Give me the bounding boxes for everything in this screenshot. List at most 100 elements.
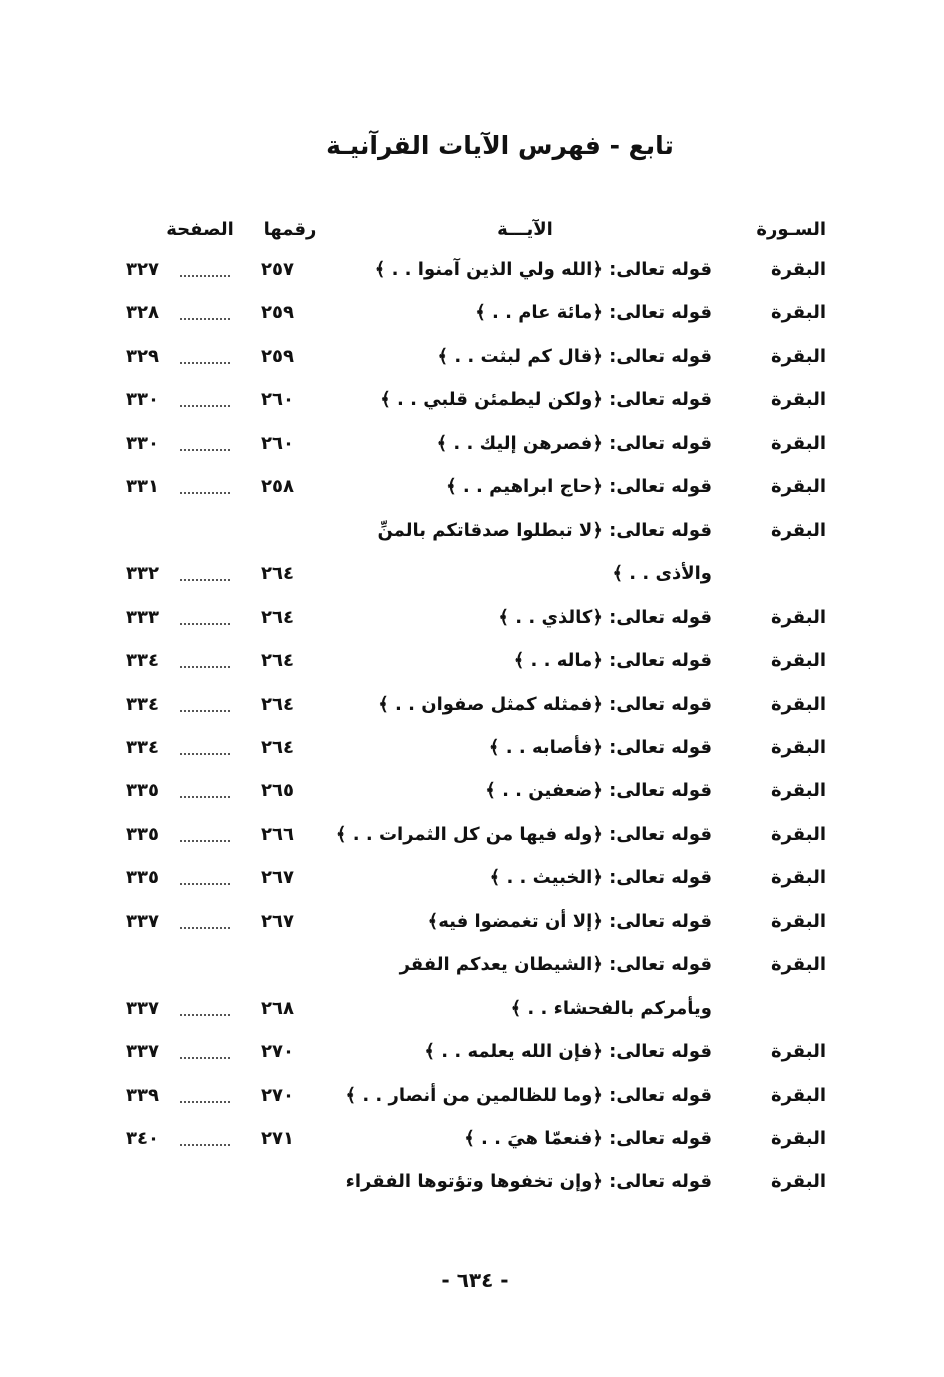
surah: البقرة (770, 345, 826, 367)
page-ref: ٣٣٤ (126, 650, 159, 672)
dot-leader (180, 709, 230, 712)
verse: ويأمركم بالفحشاء . . ﴾ (510, 997, 712, 1019)
verse: قوله تعالى: ﴿إلا أن تغمضوا فيه﴾ (427, 910, 712, 932)
page-ref: ٣٣٤ (126, 736, 159, 758)
page-ref: ٣٣٩ (126, 1084, 159, 1106)
surah: البقرة (770, 389, 826, 411)
surah: البقرة (770, 650, 826, 672)
surah: البقرة (770, 432, 826, 454)
page-number: - ٦٣٤ - (441, 1268, 509, 1292)
verse-number: ٢٥٩ (261, 345, 294, 367)
surah: البقرة (770, 693, 826, 715)
verse: قوله تعالى: ﴿فإن الله يعلمه . . ﴾ (424, 1041, 712, 1063)
verse: قوله تعالى: ﴿فمثله كمثل صفوان . . ﴾ (378, 693, 712, 715)
page-ref: ٣٣٢ (126, 563, 159, 585)
dot-leader (180, 622, 230, 625)
dot-leader (180, 926, 230, 929)
surah: البقرة (770, 606, 826, 628)
verse-number: ٢٥٨ (261, 476, 294, 498)
verse-number: ٢٦٤ (261, 563, 294, 585)
verse: قوله تعالى: ﴿الله ولي الذين آمنوا . . ﴾ (374, 259, 712, 280)
surah: البقرة (770, 867, 826, 889)
page-ref: ٣٣٧ (126, 1041, 159, 1063)
verse: قوله تعالى: ﴿فصرهن إليك . . ﴾ (436, 432, 712, 454)
verse-number: ٢٦٤ (261, 736, 294, 758)
verse-number: ٢٧٠ (261, 1084, 294, 1106)
verse: قوله تعالى: ﴿فأصابه . . ﴾ (488, 736, 712, 758)
surah: البقرة (770, 259, 826, 280)
verse-number: ٢٦٨ (261, 997, 294, 1019)
dot-leader (180, 666, 230, 669)
surah: البقرة (770, 1084, 826, 1106)
verse-number: ٢٦٧ (261, 867, 294, 889)
verse: قوله تعالى: ﴿فنعمّا هيَ . . ﴾ (464, 1128, 712, 1149)
surah: البقرة (770, 910, 826, 932)
dot-leader (180, 405, 230, 408)
verse: قوله تعالى: ﴿ولكن ليطمئن قلبي . . ﴾ (380, 389, 712, 411)
verse-number: ٢٥٩ (261, 302, 294, 324)
verse-number: ٢٦٥ (261, 780, 294, 802)
verse: قوله تعالى: ﴿ضعفين . . ﴾ (485, 780, 712, 802)
surah: البقرة (770, 1041, 826, 1063)
dot-leader (180, 275, 230, 277)
dot-leader (180, 839, 230, 842)
surah: البقرة (770, 302, 826, 324)
surah: البقرة (770, 736, 826, 758)
verse: قوله تعالى: ﴿كالذي . . ﴾ (498, 606, 712, 628)
verse-number: ٢٧١ (261, 1128, 294, 1149)
verse: قوله تعالى: ﴿لا تبطلوا صدقاتكم بالمنِّ (377, 519, 712, 541)
column-header: السـورة (756, 219, 826, 240)
page-ref: ٣٢٧ (126, 259, 159, 280)
dot-leader (180, 361, 230, 364)
verse-number: ٢٦٦ (261, 823, 294, 845)
verse: قوله تعالى: ﴿قال كم لبثت . . ﴾ (437, 345, 712, 367)
surah: البقرة (770, 1128, 826, 1149)
verse: قوله تعالى: ﴿مائة عام . . ﴾ (475, 302, 712, 324)
verse: قوله تعالى: ﴿وما للظالمين من أنصار . . ﴾ (345, 1084, 713, 1106)
page-ref: ٣٣٤ (126, 693, 159, 715)
page-ref: ٣٢٨ (126, 302, 159, 324)
page-ref: ٣٤٠ (126, 1128, 159, 1149)
page-ref: ٣٣٠ (126, 432, 159, 454)
dot-leader (180, 1100, 230, 1103)
dot-leader (180, 752, 230, 755)
verse: قوله تعالى: ﴿حاج ابراهيم . . ﴾ (446, 476, 712, 498)
dot-leader (180, 883, 230, 886)
verse: قوله تعالى: ﴿وله فيها من كل الثمرات . . … (335, 823, 712, 845)
dot-leader (180, 448, 230, 451)
page-ref: ٣٣٠ (126, 389, 159, 411)
column-header: رقمها (263, 219, 317, 240)
page-ref: ٣٣١ (126, 476, 159, 498)
verse: قوله تعالى: ﴿الخبيث . . ﴾ (489, 867, 712, 889)
verse-number: ٢٦٠ (261, 389, 294, 411)
verse-number: ٢٦٤ (261, 693, 294, 715)
page-title: تابع - فهرس الآيات القرآنيـة (326, 131, 674, 160)
surah: البقرة (770, 1171, 826, 1193)
page-ref: ٣٢٩ (126, 345, 159, 367)
verse: قوله تعالى: ﴿وإن تخفوها وتؤتوها الفقراء (345, 1171, 712, 1193)
verse: قوله تعالى: ﴿الشيطان يعدكم الفقر (399, 954, 712, 976)
page-ref: ٣٣٥ (126, 823, 159, 845)
dot-leader (180, 796, 230, 799)
surah: البقرة (770, 780, 826, 802)
surah: البقرة (770, 476, 826, 498)
dot-leader (180, 579, 230, 582)
page-ref: ٣٣٥ (126, 780, 159, 802)
page-ref: ٣٣٥ (126, 867, 159, 889)
page-ref: ٣٣٣ (126, 606, 159, 628)
column-header: الصفحة (166, 219, 234, 240)
verse-number: ٢٦٤ (261, 650, 294, 672)
verse-number: ٢٧٠ (261, 1041, 294, 1063)
verse-number: ٢٦٧ (261, 910, 294, 932)
page-ref: ٣٣٧ (126, 997, 159, 1019)
dot-leader (180, 1013, 230, 1016)
dot-leader (180, 492, 230, 495)
verse: قوله تعالى: ﴿ماله . . ﴾ (513, 650, 712, 672)
column-header: الآيـــة (497, 219, 553, 240)
surah: البقرة (770, 519, 826, 541)
verse-number: ٢٦٠ (261, 432, 294, 454)
surah: البقرة (770, 823, 826, 845)
verse-number: ٢٦٤ (261, 606, 294, 628)
verse-number: ٢٥٧ (261, 259, 294, 280)
